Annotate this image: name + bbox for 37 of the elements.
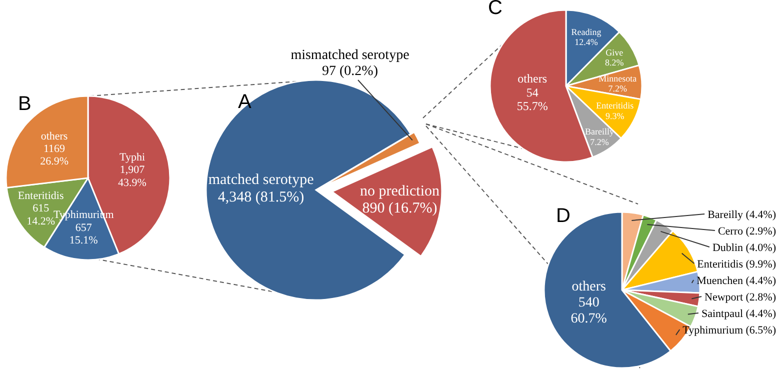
slice-label: others — [518, 71, 548, 86]
data-label: 4,348 (81.5%) — [218, 189, 304, 206]
text: A — [238, 91, 252, 113]
slice-label: Minnesota — [598, 73, 637, 84]
data-label: 8.2% — [605, 58, 624, 68]
slice-label: Dublin (4.0%) — [712, 242, 776, 254]
slice-label: Reading — [571, 26, 602, 37]
slice-label: Muenchen (4.4%) — [696, 275, 776, 287]
slice-label: Typhi — [120, 152, 146, 164]
slice-label: matched serotype — [208, 172, 314, 188]
slice-label: Enteritidis — [18, 190, 64, 202]
slice-label: mismatched serotype — [290, 48, 410, 63]
data-label: 7.2% — [608, 84, 628, 94]
data-label: 54 55.7% — [516, 85, 548, 114]
slice-label: others — [572, 279, 606, 294]
slice-label: Enteritidis (9.9%) — [697, 258, 776, 270]
data-label: 97 (0.2%) — [322, 64, 378, 79]
chart-title: C — [488, 0, 502, 19]
data-label: 1169 26.9% — [40, 142, 68, 168]
slice-label: Give — [606, 47, 624, 58]
slice-label: others — [40, 130, 68, 142]
slice-label: Cerro (2.9%) — [718, 226, 776, 238]
data-label: 1,907 43.9% — [118, 164, 146, 189]
chart-title: B — [18, 93, 32, 115]
slice-label: Newport (2.8%) — [704, 292, 776, 304]
data-label: 657 15.1% — [69, 222, 98, 247]
slice-label: Bareilly — [585, 126, 615, 137]
slice-label: no prediction — [360, 183, 440, 200]
data-label: 540 60.7% — [570, 295, 608, 327]
data-label: 7.2% — [590, 137, 610, 148]
data-label: 9.3% — [605, 111, 625, 122]
slice-label: Saintpaul (4.4%) — [701, 308, 776, 320]
slice-label: Bareilly (4.4%) — [708, 209, 776, 221]
chart-title: D — [556, 205, 570, 227]
slice-label: Enteritidis — [596, 100, 634, 111]
data-label: 12.4% — [574, 37, 598, 48]
data-label: 890 (16.7%) — [362, 200, 438, 217]
